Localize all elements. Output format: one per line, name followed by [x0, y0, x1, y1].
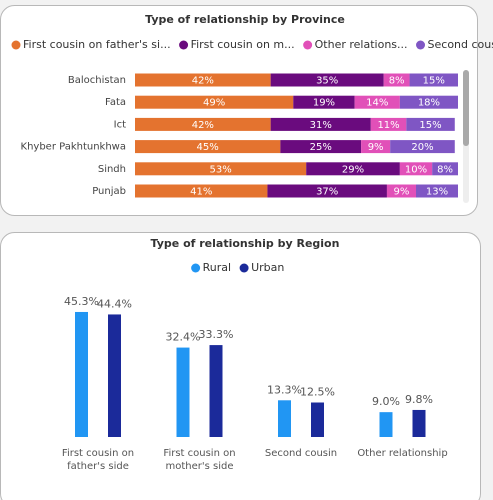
bar: [176, 347, 190, 437]
chart-title: Type of relationship by Province: [145, 13, 345, 26]
data-label: 49%: [203, 98, 225, 109]
bar-segment: [270, 117, 371, 131]
bar-segment: [390, 140, 455, 154]
data-label: 12.5%: [300, 386, 335, 399]
bar-segment: [406, 117, 455, 131]
x-tick-label: First cousin on mother's side: [163, 448, 236, 472]
bar-segment: [270, 73, 384, 87]
data-label: 15%: [419, 120, 441, 131]
bar: [412, 409, 426, 437]
data-label: 8%: [437, 164, 453, 175]
bar-segment: [399, 162, 433, 176]
bar: [209, 345, 223, 437]
bar-segment: [432, 162, 458, 176]
bar-segment: [416, 184, 458, 198]
y-tick-label: Ict: [114, 119, 126, 130]
bar-segment: [399, 95, 458, 109]
legend-marker: [191, 263, 201, 273]
legend-label: Rural: [203, 261, 231, 274]
data-label: 13%: [426, 187, 448, 198]
scrollbar-thumb[interactable]: [463, 70, 469, 146]
bar: [108, 314, 121, 437]
data-label: 32.4%: [166, 331, 201, 344]
data-label: 8%: [389, 76, 405, 87]
bar-segment: [135, 117, 271, 131]
y-tick-label: Fata: [105, 97, 126, 108]
x-tick-label: Other relationship: [357, 448, 448, 459]
bar: [75, 311, 88, 437]
bar-segment: [135, 162, 307, 176]
bar-segment: [135, 184, 268, 198]
data-label: 37%: [316, 187, 338, 198]
bar: [311, 402, 324, 437]
data-label: 31%: [310, 120, 332, 131]
legend-label: First cousin on father's si...: [23, 38, 171, 51]
legend-label: First cousin on m...: [191, 38, 295, 51]
legend-label: Urban: [251, 261, 284, 274]
bar-segment: [293, 95, 355, 109]
data-label: 44.4%: [97, 297, 132, 310]
data-label: 9%: [368, 142, 384, 153]
bar-segment: [280, 140, 362, 154]
data-label: 19%: [313, 98, 335, 109]
legend-marker: [239, 263, 249, 273]
data-label: 13.3%: [267, 383, 302, 396]
y-tick-label: Sindh: [98, 164, 126, 175]
legend-marker: [416, 40, 426, 50]
legend-label: Second cousin: [428, 38, 493, 51]
data-label: 42%: [192, 120, 214, 131]
x-tick-label: Second cousin: [264, 448, 338, 459]
data-label: 14%: [366, 98, 388, 109]
bar-segment: [135, 95, 294, 109]
data-label: 45.3%: [64, 295, 99, 308]
bar-segment: [370, 117, 407, 131]
data-label: 9.8%: [405, 393, 433, 406]
bar: [379, 412, 393, 437]
bar-segment: [386, 184, 417, 198]
bar-segment: [409, 73, 458, 87]
legend-marker: [11, 40, 21, 50]
data-label: 35%: [316, 76, 338, 87]
data-label: 53%: [209, 164, 231, 175]
data-label: 11%: [377, 120, 399, 131]
y-tick-label: Balochistan: [68, 75, 126, 86]
y-tick-label: Punjab: [92, 186, 126, 197]
data-label: 9%: [394, 187, 410, 198]
data-label: 15%: [423, 76, 445, 87]
chart-title: Type of relationship by Region: [151, 237, 340, 250]
data-label: 42%: [192, 76, 214, 87]
bar-segment: [361, 140, 391, 154]
data-label: 10%: [405, 164, 427, 175]
card: [0, 5, 478, 216]
bar-segment: [135, 73, 271, 87]
data-label: 25%: [310, 142, 332, 153]
bar-segment: [383, 73, 410, 87]
bar-segment: [135, 140, 281, 154]
bar: [278, 400, 291, 437]
data-label: 9.0%: [372, 395, 400, 408]
legend-marker: [179, 40, 189, 50]
y-tick-label: Khyber Pakhtunkhwa: [21, 142, 126, 153]
data-label: 29%: [342, 164, 364, 175]
data-label: 20%: [411, 142, 433, 153]
data-label: 45%: [197, 142, 219, 153]
legend-marker: [303, 40, 313, 50]
data-label: 33.3%: [199, 328, 234, 341]
bar-segment: [354, 95, 400, 109]
legend-label: Other relations...: [315, 38, 408, 51]
x-tick-label: First cousin on father's side: [61, 448, 135, 472]
bar-segment: [306, 162, 400, 176]
data-label: 18%: [418, 98, 440, 109]
data-label: 41%: [190, 187, 212, 198]
bar-segment: [267, 184, 387, 198]
